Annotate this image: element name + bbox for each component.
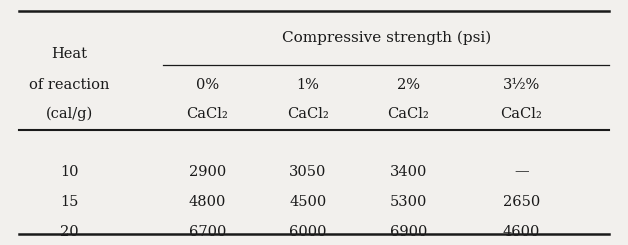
Text: 2900: 2900 [188,164,226,179]
Text: 1%: 1% [296,77,319,92]
Text: CaCl₂: CaCl₂ [287,107,328,121]
Text: 6700: 6700 [188,224,226,239]
Text: 2%: 2% [397,77,420,92]
Text: CaCl₂: CaCl₂ [387,107,429,121]
Text: 5300: 5300 [389,195,427,209]
Text: 6900: 6900 [389,224,427,239]
Text: —: — [514,164,529,179]
Text: CaCl₂: CaCl₂ [501,107,542,121]
Text: 2650: 2650 [502,195,540,209]
Text: 4600: 4600 [502,224,540,239]
Text: 20: 20 [60,224,78,239]
Text: 3050: 3050 [289,164,327,179]
Text: 3400: 3400 [389,164,427,179]
Text: CaCl₂: CaCl₂ [187,107,228,121]
Text: 6000: 6000 [289,224,327,239]
Text: Heat: Heat [51,47,87,61]
Text: 3½%: 3½% [502,77,540,92]
Text: of reaction: of reaction [29,77,109,92]
Text: 10: 10 [60,164,78,179]
Text: Compressive strength (psi): Compressive strength (psi) [281,31,491,45]
Text: 15: 15 [60,195,78,209]
Text: (cal/g): (cal/g) [45,107,93,121]
Text: 0%: 0% [196,77,219,92]
Text: 4800: 4800 [188,195,226,209]
Text: 4500: 4500 [289,195,327,209]
